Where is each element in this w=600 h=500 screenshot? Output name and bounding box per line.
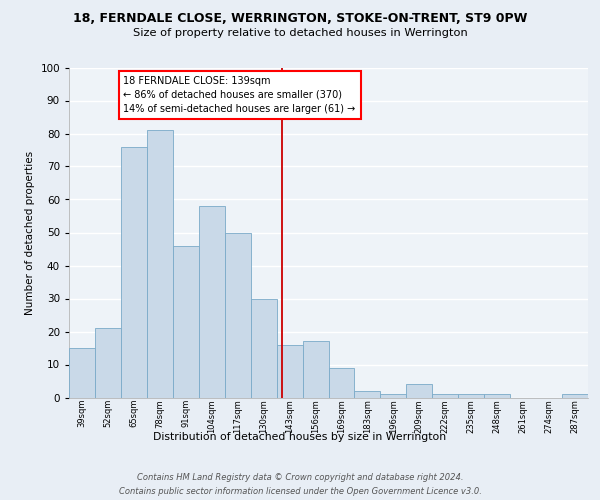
Bar	[69, 348, 95, 398]
Bar	[329, 368, 355, 398]
Text: 18 FERNDALE CLOSE: 139sqm
← 86% of detached houses are smaller (370)
14% of semi: 18 FERNDALE CLOSE: 139sqm ← 86% of detac…	[124, 76, 356, 114]
Text: Size of property relative to detached houses in Werrington: Size of property relative to detached ho…	[133, 28, 467, 38]
Bar	[121, 146, 147, 398]
Y-axis label: Number of detached properties: Number of detached properties	[25, 150, 35, 314]
Bar	[199, 206, 224, 398]
Bar	[355, 391, 380, 398]
Bar	[251, 298, 277, 398]
Bar	[277, 344, 302, 398]
Text: Contains public sector information licensed under the Open Government Licence v3: Contains public sector information licen…	[119, 488, 481, 496]
Text: Contains HM Land Registry data © Crown copyright and database right 2024.: Contains HM Land Registry data © Crown c…	[137, 472, 463, 482]
Bar	[95, 328, 121, 398]
Bar	[433, 394, 458, 398]
Text: Distribution of detached houses by size in Werrington: Distribution of detached houses by size …	[154, 432, 446, 442]
Bar	[302, 342, 329, 398]
Bar	[562, 394, 588, 398]
Text: 18, FERNDALE CLOSE, WERRINGTON, STOKE-ON-TRENT, ST9 0PW: 18, FERNDALE CLOSE, WERRINGTON, STOKE-ON…	[73, 12, 527, 25]
Bar	[406, 384, 432, 398]
Bar	[380, 394, 406, 398]
Bar	[147, 130, 173, 398]
Bar	[225, 232, 251, 398]
Bar	[484, 394, 510, 398]
Bar	[173, 246, 199, 398]
Bar	[458, 394, 484, 398]
